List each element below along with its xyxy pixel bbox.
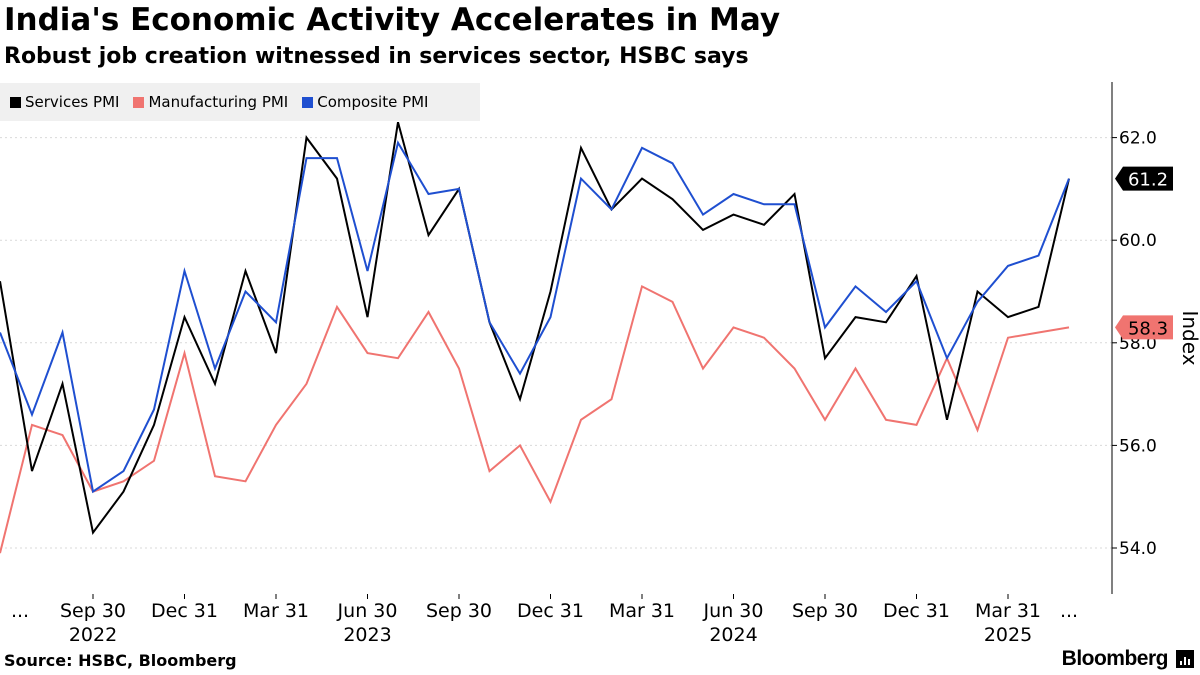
chart-subtitle: Robust job creation witnessed in service… (4, 44, 749, 69)
x-tick-label-10: Dec 31 (883, 600, 950, 622)
y-tick-label-1: 56.0 (1119, 436, 1157, 456)
last-value-tag-manufacturing (1115, 315, 1173, 340)
x-tick-label-3: Mar 31 (243, 600, 309, 622)
last-value-label-services: 61.2 (1128, 170, 1168, 191)
x-tick-label-4: Jun 30 (337, 600, 398, 622)
series-line-composite (0, 140, 1070, 494)
y-tick-label-0: 54.0 (1119, 539, 1157, 559)
bloomberg-chart-icon (1176, 650, 1194, 668)
x-year-label-1: 2022 (69, 624, 117, 646)
legend-label-manufacturing: Manufacturing PMI (148, 93, 289, 111)
legend-swatch-services (10, 96, 21, 108)
x-year-label-11: 2025 (984, 624, 1032, 646)
legend-item-manufacturing: Manufacturing PMI (133, 93, 288, 111)
legend-swatch-composite (302, 96, 314, 108)
legend-item-composite: Composite PMI (302, 93, 428, 111)
x-tick-label-0: ... (11, 600, 29, 622)
last-value-tag-services (1115, 166, 1173, 191)
x-tick-label-9: Sep 30 (792, 600, 858, 622)
legend-label-composite: Composite PMI (317, 93, 429, 111)
x-tick-label-5: Sep 30 (426, 600, 492, 622)
legend: Services PMI Manufacturing PMI Composite… (0, 83, 480, 121)
x-tick-label-7: Mar 31 (609, 600, 675, 622)
y-tick-label-4: 62.0 (1119, 129, 1157, 149)
x-year-label-4: 2023 (343, 624, 391, 646)
x-tick-label-12: ... (1060, 600, 1078, 622)
x-tick-label-11: Mar 31 (975, 600, 1041, 622)
source-note: Source: HSBC, Bloomberg (4, 651, 237, 670)
chart-title: India's Economic Activity Accelerates in… (4, 2, 781, 38)
x-tick-label-2: Dec 31 (151, 600, 218, 622)
legend-item-services: Services PMI (10, 93, 119, 111)
legend-label-services: Services PMI (25, 93, 120, 111)
y-tick-label-3: 60.0 (1119, 231, 1157, 251)
last-value-label-manufacturing: 58.3 (1128, 318, 1168, 339)
y-axis-title: Index (1178, 310, 1200, 365)
x-tick-label-1: Sep 30 (60, 600, 126, 622)
x-year-label-8: 2024 (709, 624, 757, 646)
x-tick-label-6: Dec 31 (517, 600, 584, 622)
brand-logo: Bloomberg (1061, 647, 1169, 670)
x-tick-label-8: Jun 30 (703, 600, 764, 622)
legend-swatch-manufacturing (133, 96, 145, 108)
series-line-manufacturing (0, 284, 1070, 554)
